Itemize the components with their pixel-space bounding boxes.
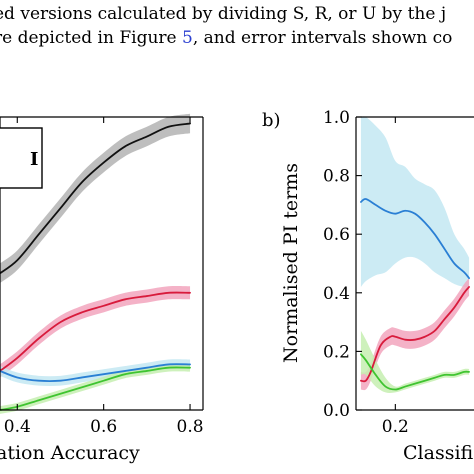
panel-a-series-1-error-band — [0, 286, 191, 378]
panel-b-y-tick-label: 0.8 — [323, 167, 350, 187]
panel-b-series-0-line — [360, 198, 470, 280]
caption-line-2-tail: , and error intervals shown co — [192, 28, 453, 48]
panel-a-series-2-error-band — [0, 359, 191, 386]
caption-line-1: ed versions calculated by dividing S, R,… — [0, 4, 447, 24]
panel-b-series-2-error-band — [360, 330, 470, 393]
panel-a-x-tick-label: 0.4 — [4, 417, 31, 437]
panel-a-lines — [0, 122, 191, 411]
panel-b-series-2-line — [360, 353, 470, 391]
panel-b-y-ticks: 0.0 0.2 0.4 0.6 0.8 1.0 — [323, 108, 362, 421]
panel-a-bands — [0, 113, 191, 414]
panel-a-series-1-line — [0, 291, 191, 372]
figure-caption: ed versions calculated by dividing S, R,… — [0, 0, 474, 60]
panel-a-x-ticks: 0.4 0.6 0.8 — [4, 117, 204, 437]
panel-a-series-2-line — [0, 363, 191, 383]
panel-a-x-axis-label: ation Accuracy — [0, 442, 140, 464]
panel-b-x-tick-label: 0.2 — [382, 417, 409, 437]
panel-b-y-axis-label: Normalised PI terms — [280, 163, 302, 363]
panel-b-y-tick-label: 0.4 — [323, 284, 350, 304]
panel-a-series-3-error-band — [0, 363, 191, 414]
panel-a: 0.4 0.6 0.8 I ation Accuracy — [0, 113, 204, 464]
panel-b: 0.0 0.2 0.4 0.6 0.8 1.0 0.2 b) Normalised PI … — [262, 108, 474, 464]
panel-b-y-tick-label: 0.6 — [323, 225, 350, 245]
panel-a-x-tick-label: 0.8 — [177, 417, 204, 437]
panel-a-series-0-line — [0, 122, 191, 275]
caption-line-2-text: re depicted in Figure — [0, 28, 182, 48]
panel-b-y-tick-label: 0.0 — [323, 401, 350, 421]
panel-a-legend-box — [0, 127, 43, 189]
panel-a-series-3-line — [0, 366, 191, 411]
caption-line-2: re depicted in Figure 5, and error inter… — [0, 28, 452, 48]
panel-b-lines — [360, 198, 470, 391]
panel-b-x-axis-label: Classifi — [403, 442, 474, 464]
panel-a-series-0-error-band — [0, 113, 191, 284]
panel-b-x-ticks: 0.2 — [382, 117, 409, 437]
panel-b-y-tick-label: 1.0 — [323, 108, 350, 128]
panel-b-y-tick-label: 0.2 — [323, 342, 350, 362]
panel-b-series-1-error-band — [360, 278, 470, 391]
panel-a-legend-label: I — [30, 149, 38, 170]
figure-reference-link[interactable]: 5 — [182, 28, 193, 48]
panel-a-x-tick-label: 0.6 — [90, 417, 117, 437]
panel-b-label: b) — [262, 110, 281, 131]
